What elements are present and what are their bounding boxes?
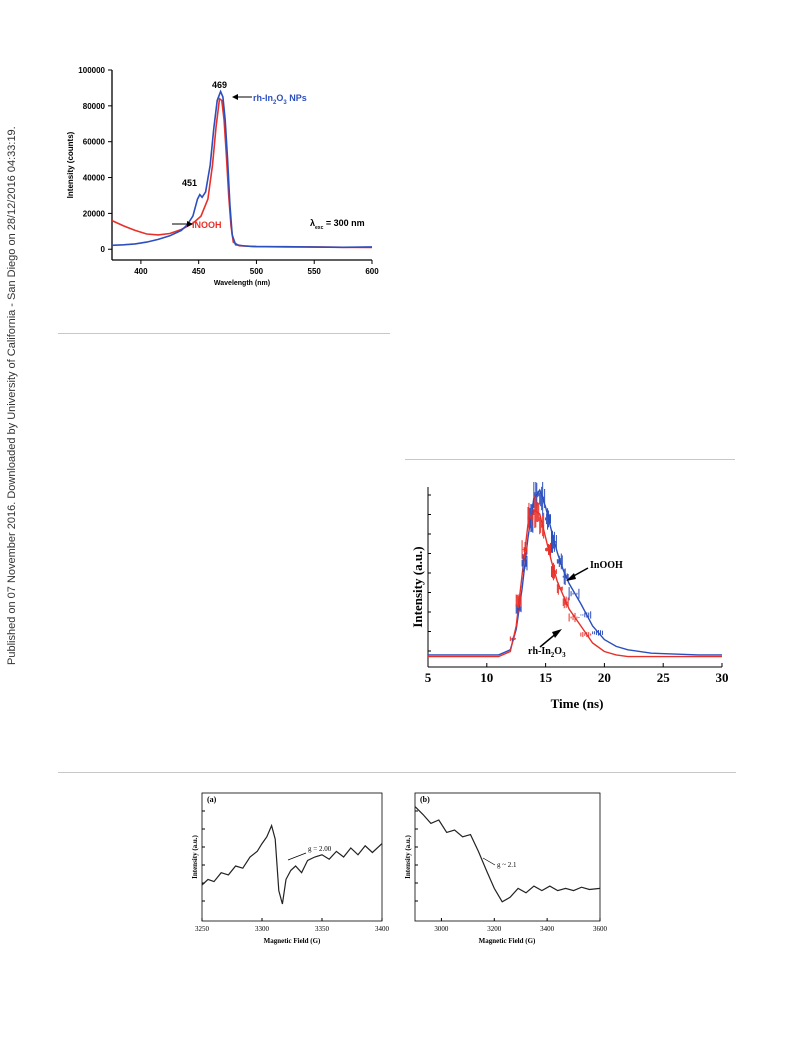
divider-2	[405, 459, 735, 460]
inooh-legend-label: INOOH	[192, 220, 222, 230]
g-value-pointer	[287, 852, 307, 861]
decay-figure: 5 10 15 20 25 30 Time (ns) Intensity (a.u.) I…	[410, 482, 729, 711]
x-axis-label: Magnetic Field (G)	[264, 937, 321, 945]
y-tick-label: 20000	[83, 209, 106, 218]
g-value-label: g = 2.00	[308, 845, 332, 853]
inooh-arrowhead	[566, 573, 576, 581]
rh-legend-label-tail: NPs	[287, 93, 307, 103]
peak-451-label: 451	[182, 178, 197, 188]
inooh-legend-label: InOOH	[590, 560, 623, 571]
x-tick-label: 3600	[593, 925, 608, 933]
x-tick-label: 500	[250, 267, 264, 276]
rh-legend-label: rh-In2O3	[528, 646, 566, 659]
panel-label: (b)	[420, 795, 430, 804]
x-axis-label: Time (ns)	[551, 696, 604, 711]
x-tick-label: 5	[425, 670, 432, 685]
epr-figure-a: 3250 3300 3350 3400 (a) g = 2.00 Magnetic F…	[191, 792, 390, 945]
epr-a-series-0	[201, 823, 383, 905]
download-note-text: Published on 07 November 2016. Downloade…	[6, 126, 18, 665]
y-tick-label: 40000	[83, 174, 106, 183]
excitation-value: = 300 nm	[323, 218, 364, 228]
plot-frame	[201, 792, 383, 922]
x-axis-label: Wavelength (nm)	[214, 280, 270, 287]
peak-469-label: 469	[212, 80, 227, 90]
rh-legend-label-o: O	[276, 93, 283, 103]
rh-legend-label-sub2: 2	[551, 651, 555, 659]
epr-figure-b: 3000 3200 3400 3600 (b) g ~ 2.1 Magnetic Fi…	[404, 792, 608, 945]
x-tick-label: 3400	[375, 925, 390, 933]
decay-series-1	[428, 509, 722, 658]
rh-legend-label-main: rh-In	[253, 93, 273, 103]
x-axis-label: Magnetic Field (G)	[479, 937, 536, 945]
excitation-sub: exc	[315, 225, 324, 231]
x-tick-label: 3300	[255, 925, 270, 933]
x-tick-label: 10	[480, 670, 493, 685]
y-axis-label: Intensity (a.u.)	[404, 834, 412, 878]
x-tick-label: 3200	[487, 925, 502, 933]
inooh-arrowhead	[187, 221, 193, 227]
rh-legend-label-sub2: 2	[273, 100, 277, 106]
y-tick-label: 80000	[83, 102, 106, 111]
x-tick-label: 30	[716, 670, 729, 685]
decay-series-0	[428, 488, 722, 656]
x-tick-label: 550	[308, 267, 322, 276]
panel-label: (a)	[207, 795, 217, 804]
download-note: Published on 07 November 2016. Downloade…	[3, 126, 21, 670]
plot-frame	[414, 792, 601, 922]
divider-1	[58, 333, 390, 334]
pl-spectra-figure: 400 450 500 550 600 0 20000 40000 60000 80000 1000…	[66, 66, 379, 287]
x-tick-label: 450	[192, 267, 206, 276]
x-tick-label: 600	[365, 267, 379, 276]
g-value-pointer	[482, 857, 496, 866]
excitation-lambda: λ	[310, 218, 315, 228]
y-tick-label: 60000	[83, 138, 106, 147]
g-value-label: g ~ 2.1	[497, 861, 517, 869]
y-tick-label: 100000	[78, 66, 105, 75]
divider-3	[58, 772, 736, 773]
x-tick-label: 3000	[434, 925, 449, 933]
x-tick-label: 3350	[315, 925, 330, 933]
x-tick-label: 20	[598, 670, 611, 685]
y-tick-label: 0	[101, 245, 106, 254]
rh-legend-label: rh-In2O3 NPs	[253, 93, 307, 106]
rh-legend-label-main: rh-In	[528, 646, 551, 657]
x-tick-label: 15	[539, 670, 553, 685]
rh-legend-label-sub3: 3	[283, 100, 287, 106]
y-axis-label: Intensity (a.u.)	[410, 546, 425, 627]
rh-legend-label-sub3: 3	[562, 651, 566, 659]
x-tick-label: 400	[134, 267, 148, 276]
x-tick-label: 25	[657, 670, 671, 685]
x-tick-label: 3400	[540, 925, 555, 933]
excitation-label: λexc = 300 nm	[310, 218, 365, 231]
rh-arrowhead	[552, 629, 562, 638]
rh-legend-label-o: O	[554, 646, 562, 657]
epr-b-series-0	[414, 806, 601, 903]
rh-arrowhead	[232, 94, 238, 100]
y-axis-label: Intensity (a.u.)	[191, 834, 199, 878]
x-tick-label: 3250	[195, 925, 210, 933]
y-axis-label: Intensity (counts)	[66, 131, 75, 198]
